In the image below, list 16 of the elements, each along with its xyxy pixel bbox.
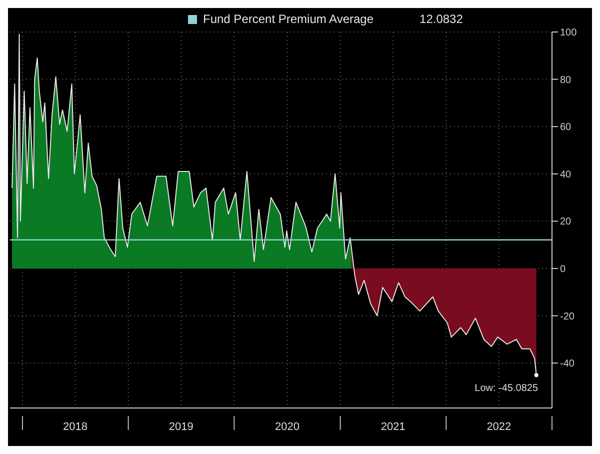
x-tick-label: 2018	[63, 421, 88, 433]
x-tick-label: 2019	[168, 421, 194, 433]
y-tick-label: 0	[560, 264, 566, 276]
annotation: Low: -45.0825	[474, 383, 538, 394]
x-tick-label: 2022	[486, 421, 512, 433]
y-tick-label: -40	[560, 358, 575, 370]
y-tick-label: 80	[560, 74, 572, 86]
y-tick-label: 100	[560, 28, 578, 39]
legend-label: Fund Percent Premium Average	[203, 12, 374, 26]
y-tick-label: -20	[560, 311, 575, 322]
y-tick-label: 20	[560, 216, 572, 228]
x-tick-label: 2020	[274, 421, 300, 433]
x-tick-label: 2021	[380, 421, 406, 433]
y-tick-label: 60	[560, 122, 572, 134]
y-tick-label: 40	[560, 169, 572, 180]
text: 12.0832	[420, 12, 463, 26]
